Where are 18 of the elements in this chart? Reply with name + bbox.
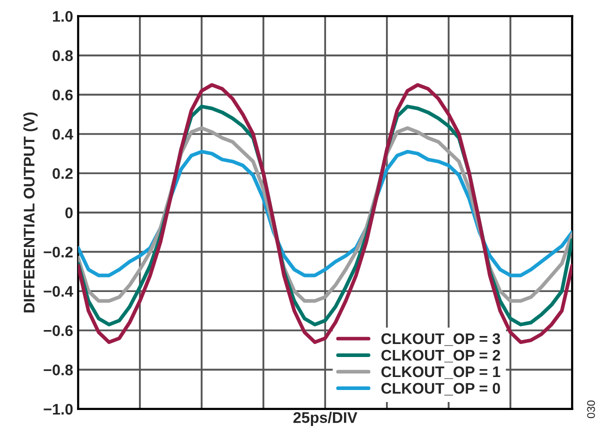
legend-label: CLKOUT_OP = 2 xyxy=(381,350,500,362)
y-tick-label: −0.4 xyxy=(44,286,74,297)
y-tick-label: −0.6 xyxy=(44,325,73,336)
y-axis-title: DIFFERENTIAL OUTPUT (V) xyxy=(23,112,38,312)
y-tick-label: −0.8 xyxy=(44,364,73,376)
text: 030 xyxy=(587,400,595,418)
legend-label: CLKOUT_OP = 1 xyxy=(381,366,500,379)
y-tick-label: 0.6 xyxy=(52,90,73,100)
legend-label: CLKOUT_OP = 0 xyxy=(381,382,500,396)
y-tick-label: −0.2 xyxy=(44,246,73,258)
y-tick-label: 0.2 xyxy=(52,168,73,179)
y-tick-label: 0 xyxy=(65,207,73,218)
y-tick-label: 0.8 xyxy=(52,50,73,62)
y-tick-label: 0.4 xyxy=(52,128,74,140)
y-tick-label: 1.0 xyxy=(52,11,73,22)
legend-label: CLKOUT_OP = 3 xyxy=(381,333,500,346)
x-axis-title: 25ps/DIV xyxy=(293,412,358,426)
y-tick-label: −1.0 xyxy=(44,404,73,415)
